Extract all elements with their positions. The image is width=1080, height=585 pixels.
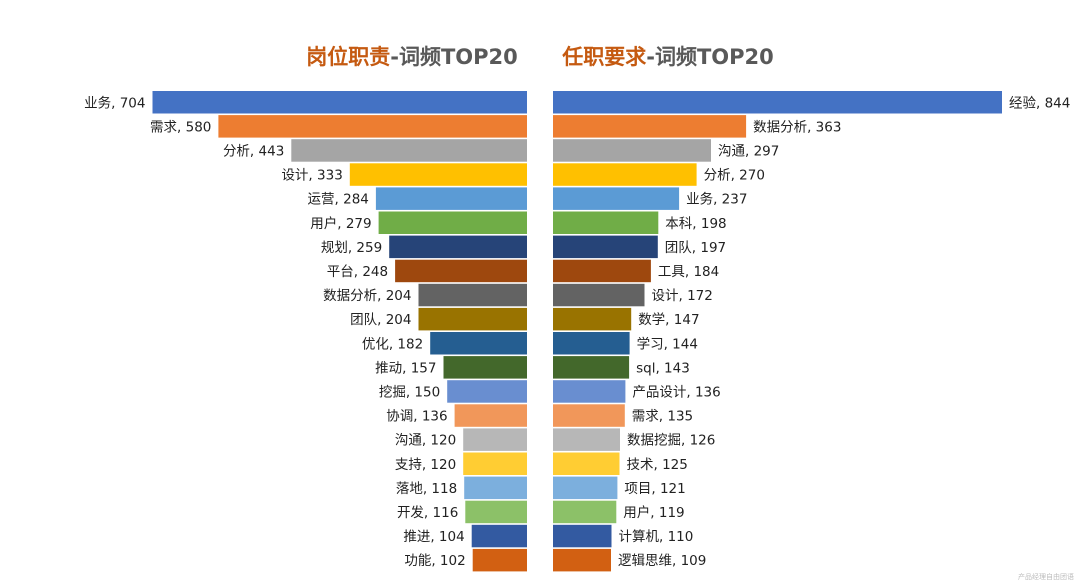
left-bar-优化 xyxy=(430,332,527,355)
left-title-rest: -词频TOP20 xyxy=(390,45,518,69)
left-bar-落地 xyxy=(464,476,527,500)
right-data-label: 数据分析, 363 xyxy=(753,119,841,135)
right-data-label: 工具, 184 xyxy=(658,264,719,280)
left-chart-title: 岗位职责-词频TOP20 xyxy=(306,45,518,69)
right-bar-经验 xyxy=(553,91,1002,114)
right-bar-计算机 xyxy=(553,524,612,548)
left-data-label: 平台, 248 xyxy=(327,264,388,280)
left-bar-运营 xyxy=(375,187,527,210)
left-data-label: 业务, 704 xyxy=(84,95,145,111)
left-bar-沟通 xyxy=(463,428,527,451)
right-bar-数据挖掘 xyxy=(553,428,620,451)
right-bar-本科 xyxy=(553,211,659,234)
left-data-label: 需求, 580 xyxy=(150,119,211,135)
right-bar-业务 xyxy=(553,187,680,210)
left-bar-用户 xyxy=(378,211,527,234)
left-bar-规划 xyxy=(389,235,527,259)
right-bar-产品设计 xyxy=(553,380,626,403)
left-data-label: 设计, 333 xyxy=(281,168,342,184)
right-bar-sql xyxy=(553,356,630,379)
right-bar-项目 xyxy=(553,476,618,500)
left-bar-series: 业务, 704 需求, 580 分析, 443 设计, 333 运营, 284 用户, 2… xyxy=(84,91,527,572)
left-data-label: 落地, 118 xyxy=(396,481,457,497)
right-data-label: 用户, 119 xyxy=(623,504,684,521)
right-title-rest: -词频TOP20 xyxy=(646,45,774,69)
right-data-label: 项目, 121 xyxy=(624,481,685,497)
right-bar-分析 xyxy=(553,163,697,186)
left-data-label: 优化, 182 xyxy=(362,336,423,352)
right-data-label: 分析, 270 xyxy=(704,168,765,184)
left-data-label: 用户, 279 xyxy=(310,215,371,232)
left-bar-数据分析 xyxy=(418,283,527,307)
right-data-label: 沟通, 297 xyxy=(718,143,779,159)
left-bar-开发 xyxy=(465,500,527,524)
right-data-label: 设计, 172 xyxy=(652,288,713,304)
right-data-label: 经验, 844 xyxy=(1009,95,1070,111)
left-data-label: 沟通, 120 xyxy=(395,433,456,449)
left-bar-支持 xyxy=(463,452,527,475)
left-data-label: 功能, 102 xyxy=(404,553,465,569)
left-data-label: 运营, 284 xyxy=(308,192,369,208)
left-data-label: 挖掘, 150 xyxy=(379,385,440,401)
left-data-label: 开发, 116 xyxy=(397,505,458,521)
left-data-label: 推动, 157 xyxy=(375,360,436,376)
left-bar-推动 xyxy=(443,356,527,379)
left-bar-功能 xyxy=(472,548,527,572)
right-data-label: 数学, 147 xyxy=(638,312,699,328)
right-bar-沟通 xyxy=(553,139,711,162)
right-bar-series: 经验, 844 数据分析, 363 沟通, 297 分析, 270 业务, 237 本科,… xyxy=(553,91,1070,572)
left-title-accent: 岗位职责 xyxy=(306,45,390,69)
left-data-label: 分析, 443 xyxy=(223,143,284,159)
left-data-label: 团队, 204 xyxy=(350,312,411,328)
left-data-label: 数据分析, 204 xyxy=(323,288,411,304)
right-data-label: 学习, 144 xyxy=(637,336,698,352)
right-bar-团队 xyxy=(553,235,658,259)
watermark: 产品经理自由团语 xyxy=(1018,573,1074,581)
right-bar-逻辑思维 xyxy=(553,548,611,572)
right-bar-技术 xyxy=(553,452,620,475)
left-bar-协调 xyxy=(454,404,527,427)
right-data-label: 技术, 125 xyxy=(627,457,688,473)
right-bar-数学 xyxy=(553,307,632,331)
left-bar-分析 xyxy=(291,139,527,162)
left-data-label: 推进, 104 xyxy=(403,529,464,545)
right-bar-工具 xyxy=(553,259,651,283)
right-bar-数据分析 xyxy=(553,115,747,138)
left-bar-挖掘 xyxy=(447,380,527,403)
right-data-label: 逻辑思维, 109 xyxy=(618,553,706,569)
left-bar-推进 xyxy=(471,524,527,548)
right-chart-title: 任职要求-词频TOP20 xyxy=(561,45,774,69)
left-data-label: 规划, 259 xyxy=(321,240,382,256)
right-data-label: sql, 143 xyxy=(636,360,690,376)
right-data-label: 产品设计, 136 xyxy=(632,385,720,401)
left-bar-设计 xyxy=(349,163,527,186)
left-data-label: 支持, 120 xyxy=(395,457,456,473)
right-data-label: 计算机, 110 xyxy=(619,529,694,545)
right-bar-设计 xyxy=(553,283,645,307)
right-data-label: 业务, 237 xyxy=(686,192,747,208)
right-data-label: 需求, 135 xyxy=(632,409,693,425)
left-data-label: 协调, 136 xyxy=(386,409,447,425)
right-bar-学习 xyxy=(553,332,630,355)
left-bar-业务 xyxy=(152,91,527,114)
right-bar-需求 xyxy=(553,404,625,427)
left-bar-需求 xyxy=(218,115,527,138)
right-bar-用户 xyxy=(553,500,617,524)
left-bar-平台 xyxy=(395,259,527,283)
right-data-label: 本科, 198 xyxy=(665,216,726,232)
right-data-label: 团队, 197 xyxy=(665,240,726,256)
left-bar-团队 xyxy=(418,307,527,331)
right-data-label: 数据挖掘, 126 xyxy=(627,433,715,449)
right-title-accent: 任职要求 xyxy=(561,45,646,69)
